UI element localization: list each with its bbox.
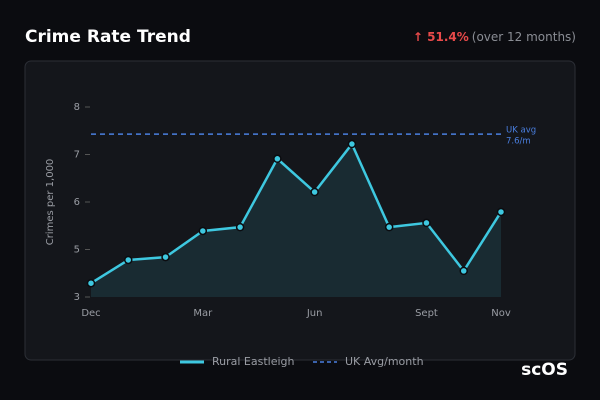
data-point [422,218,431,228]
y-tick-label: 5 [74,245,80,256]
reference-annotation: 7.6/m [506,137,531,147]
y-tick-label: 8 [74,102,80,113]
y-tick-label: 3 [74,292,80,303]
legend-label: UK Avg/month [345,355,424,368]
data-point [496,207,506,217]
data-point [310,187,319,197]
change-value: 51.4% [427,30,469,44]
chart-title: Crime Rate Trend [25,27,191,47]
data-point [384,222,394,232]
series-line [90,141,503,285]
data-point [235,222,245,232]
data-point [273,154,282,164]
watermark: scOS [521,360,568,380]
reference-annotation: UK avg [506,126,536,136]
x-tick-label: Nov [491,308,511,319]
data-point [347,139,357,149]
data-point [86,278,96,288]
change-summary: ↑ 51.4% (over 12 months) [413,30,576,44]
chart-panel [24,60,576,361]
data-point [124,255,133,265]
data-point [459,266,468,276]
legend-label: Rural Eastleigh [212,355,295,368]
x-tick-label: Jun [306,308,323,319]
y-tick-label: 6 [74,197,80,208]
change-note: (over 12 months) [472,30,576,44]
data-point [198,226,208,236]
data-point [161,252,170,262]
y-axis-title: Crimes per 1,000 [45,159,56,246]
x-tick-label: Dec [81,308,100,319]
x-tick-label: Mar [193,308,213,319]
y-tick-label: 7 [74,150,80,161]
area-fill [91,144,501,297]
x-tick-label: Sept [415,308,438,319]
